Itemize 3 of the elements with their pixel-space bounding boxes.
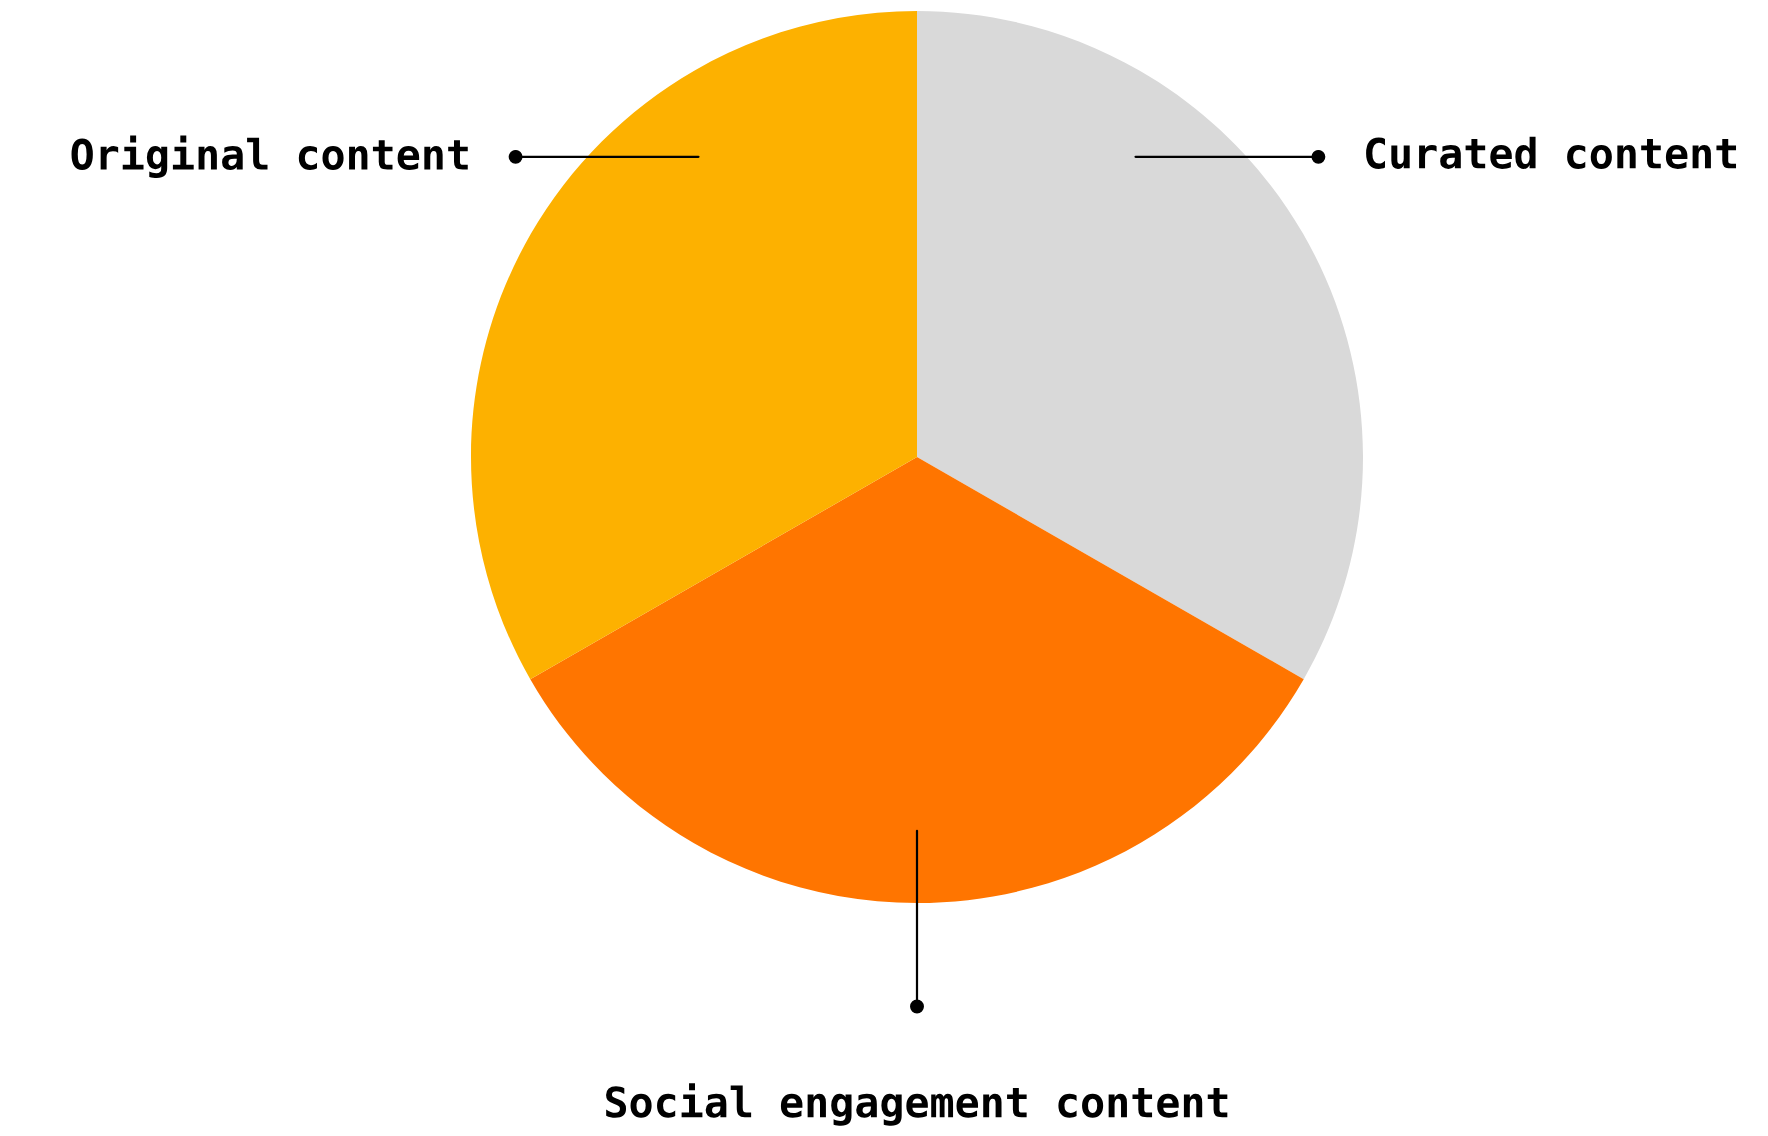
slice-label: Original content [71, 135, 468, 179]
slice-label: Social engagement content [606, 1083, 1228, 1126]
slice-label: Curated content [1366, 136, 1737, 169]
